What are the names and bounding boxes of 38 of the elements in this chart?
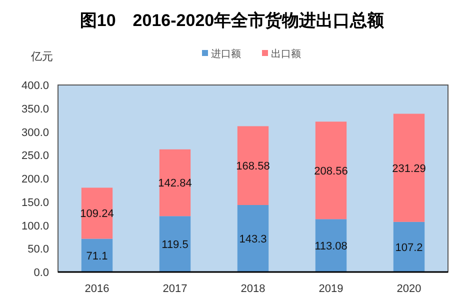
bar xyxy=(237,126,269,206)
bar xyxy=(81,188,113,239)
bar xyxy=(159,216,191,272)
bar xyxy=(81,238,113,272)
y-tick-label: 150.0 xyxy=(21,196,49,209)
y-tick-label: 200.0 xyxy=(21,174,49,186)
data-label: 142.84 xyxy=(158,178,192,190)
y-tick-label: 350.0 xyxy=(21,103,49,116)
x-tick-label: 2017 xyxy=(162,283,188,295)
data-label: 208.56 xyxy=(314,165,348,178)
data-label: 143.3 xyxy=(239,234,267,246)
data-label: 109.24 xyxy=(80,208,114,220)
y-tick-label: 250.0 xyxy=(21,150,49,162)
y-axis-title: 亿元 xyxy=(30,51,53,63)
bar xyxy=(393,222,425,272)
y-tick-label: 50.0 xyxy=(28,244,49,256)
bar xyxy=(159,149,191,216)
y-tick-label: 100.0 xyxy=(21,220,49,232)
chart-title: 图10 2016-2020年全市货物进出口总额 xyxy=(80,11,386,30)
data-label: 113.08 xyxy=(314,240,348,253)
legend-label: 出口额 xyxy=(271,48,301,60)
bar xyxy=(315,219,347,272)
data-label: 119.5 xyxy=(162,239,188,252)
data-label: 71.1 xyxy=(86,250,108,262)
legend-label: 进口额 xyxy=(211,48,241,60)
bar xyxy=(237,205,269,272)
data-label: 168.58 xyxy=(236,160,270,173)
y-tick-label: 0.0 xyxy=(34,267,49,279)
data-label: 107.2 xyxy=(395,242,423,254)
x-tick-label: 2019 xyxy=(318,283,344,295)
x-tick-label: 2018 xyxy=(240,283,266,295)
bar xyxy=(315,122,347,220)
y-tick-label: 300.0 xyxy=(21,126,49,139)
data-label: 231.29 xyxy=(392,162,426,175)
y-tick-label: 400.0 xyxy=(21,80,49,92)
x-tick-label: 2016 xyxy=(84,283,110,295)
bar xyxy=(393,114,425,222)
x-tick-label: 2020 xyxy=(396,283,422,295)
